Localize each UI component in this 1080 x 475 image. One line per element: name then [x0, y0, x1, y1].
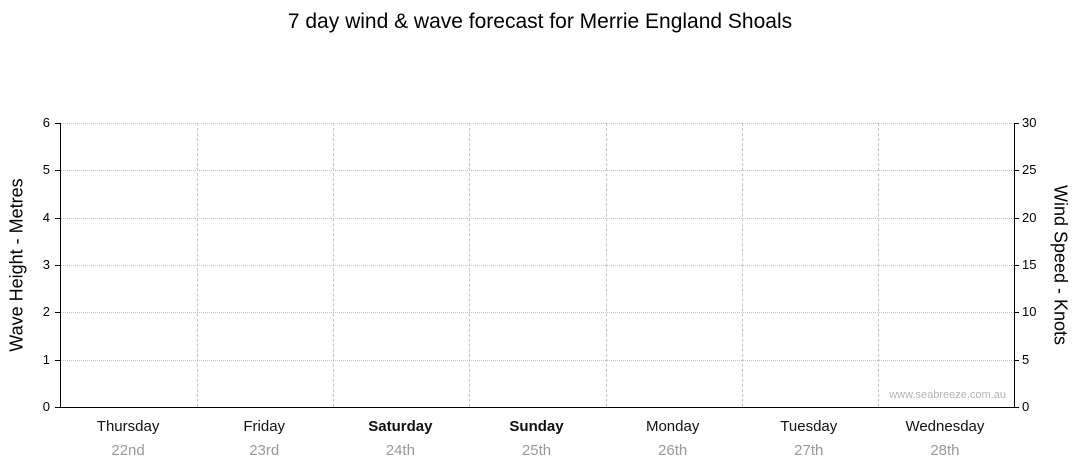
day-date-label: 24th: [385, 442, 415, 459]
right-axis-tick: [1014, 359, 1019, 361]
right-axis-tick: [1014, 123, 1019, 124]
right-axis-tick: [1014, 312, 1019, 314]
left-axis-tick-label: 3: [42, 257, 50, 272]
left-axis-tick: [55, 217, 60, 219]
day-name-label: Saturday: [368, 418, 433, 435]
right-axis-tick-label: 25: [1022, 162, 1037, 178]
chart-title: 7 day wind & wave forecast for Merrie En…: [287, 10, 793, 33]
left-axis-tick-label: 0: [42, 399, 50, 414]
day-date-label: 22nd: [111, 442, 145, 459]
right-axis-tick-label: 10: [1022, 304, 1037, 320]
right-axis-tick: [1014, 265, 1019, 266]
day-date-label: 25th: [521, 442, 552, 459]
right-axis-tick: [1014, 217, 1019, 219]
right-axis-tick-label: 20: [1022, 209, 1037, 225]
left-axis-tick: [55, 407, 60, 408]
day-boundary-gridline: [605, 123, 607, 407]
day-name-label: Wednesday: [905, 418, 985, 435]
right-axis-tick: [1014, 170, 1019, 172]
day-boundary-gridline: [469, 123, 471, 407]
horizontal-gridline: [61, 217, 1014, 219]
left-axis-tick: [55, 359, 60, 361]
left-axis-tick: [55, 123, 60, 124]
left-axis-tick-label: 1: [42, 351, 50, 367]
watermark: www.seabreeze.com.au: [889, 389, 1006, 401]
left-axis-tick-label: 6: [42, 115, 50, 130]
day-date-label: 26th: [658, 442, 688, 459]
left-axis-tick-label: 4: [42, 209, 50, 225]
day-date-label: 27th: [794, 442, 824, 459]
left-axis-tick-label: 2: [42, 304, 50, 320]
plot-area: www.seabreeze.com.au: [60, 123, 1015, 408]
horizontal-gridline: [61, 170, 1014, 172]
right-axis-tick-label: 0: [1022, 399, 1030, 414]
right-axis-tick-label: 30: [1022, 115, 1037, 130]
day-boundary-gridline: [741, 123, 743, 407]
left-axis-tick-label: 5: [42, 162, 50, 178]
day-name-label: Tuesday: [780, 418, 838, 435]
right-axis-tick: [1014, 407, 1019, 408]
day-date-label: 28th: [930, 442, 960, 459]
day-name-label: Monday: [645, 418, 700, 435]
horizontal-gridline: [61, 312, 1014, 314]
day-name-label: Thursday: [96, 418, 160, 435]
right-axis-tick-label: 5: [1022, 351, 1030, 367]
day-name-label: Sunday: [509, 418, 564, 435]
left-axis-tick: [55, 312, 60, 314]
day-boundary-gridline: [197, 123, 199, 407]
horizontal-gridline: [61, 123, 1014, 124]
day-name-label: Friday: [243, 418, 286, 435]
left-axis-tick: [55, 265, 60, 266]
day-date-label: 23rd: [249, 442, 280, 459]
left-axis-tick: [55, 170, 60, 172]
horizontal-gridline: [61, 359, 1014, 361]
day-boundary-gridline: [877, 123, 879, 407]
horizontal-gridline: [61, 265, 1014, 266]
right-axis-tick-label: 15: [1022, 257, 1037, 272]
day-boundary-gridline: [333, 123, 335, 407]
